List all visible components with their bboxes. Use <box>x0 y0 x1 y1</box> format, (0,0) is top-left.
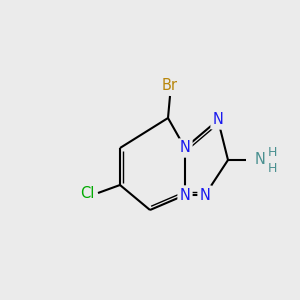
Text: N: N <box>180 188 190 202</box>
Text: N: N <box>180 140 190 155</box>
Text: Cl: Cl <box>80 185 94 200</box>
Text: H: H <box>267 146 277 160</box>
Text: N: N <box>255 152 266 167</box>
Text: H: H <box>267 163 277 176</box>
Text: N: N <box>213 112 224 128</box>
Text: Br: Br <box>162 77 178 92</box>
Text: N: N <box>200 188 210 202</box>
